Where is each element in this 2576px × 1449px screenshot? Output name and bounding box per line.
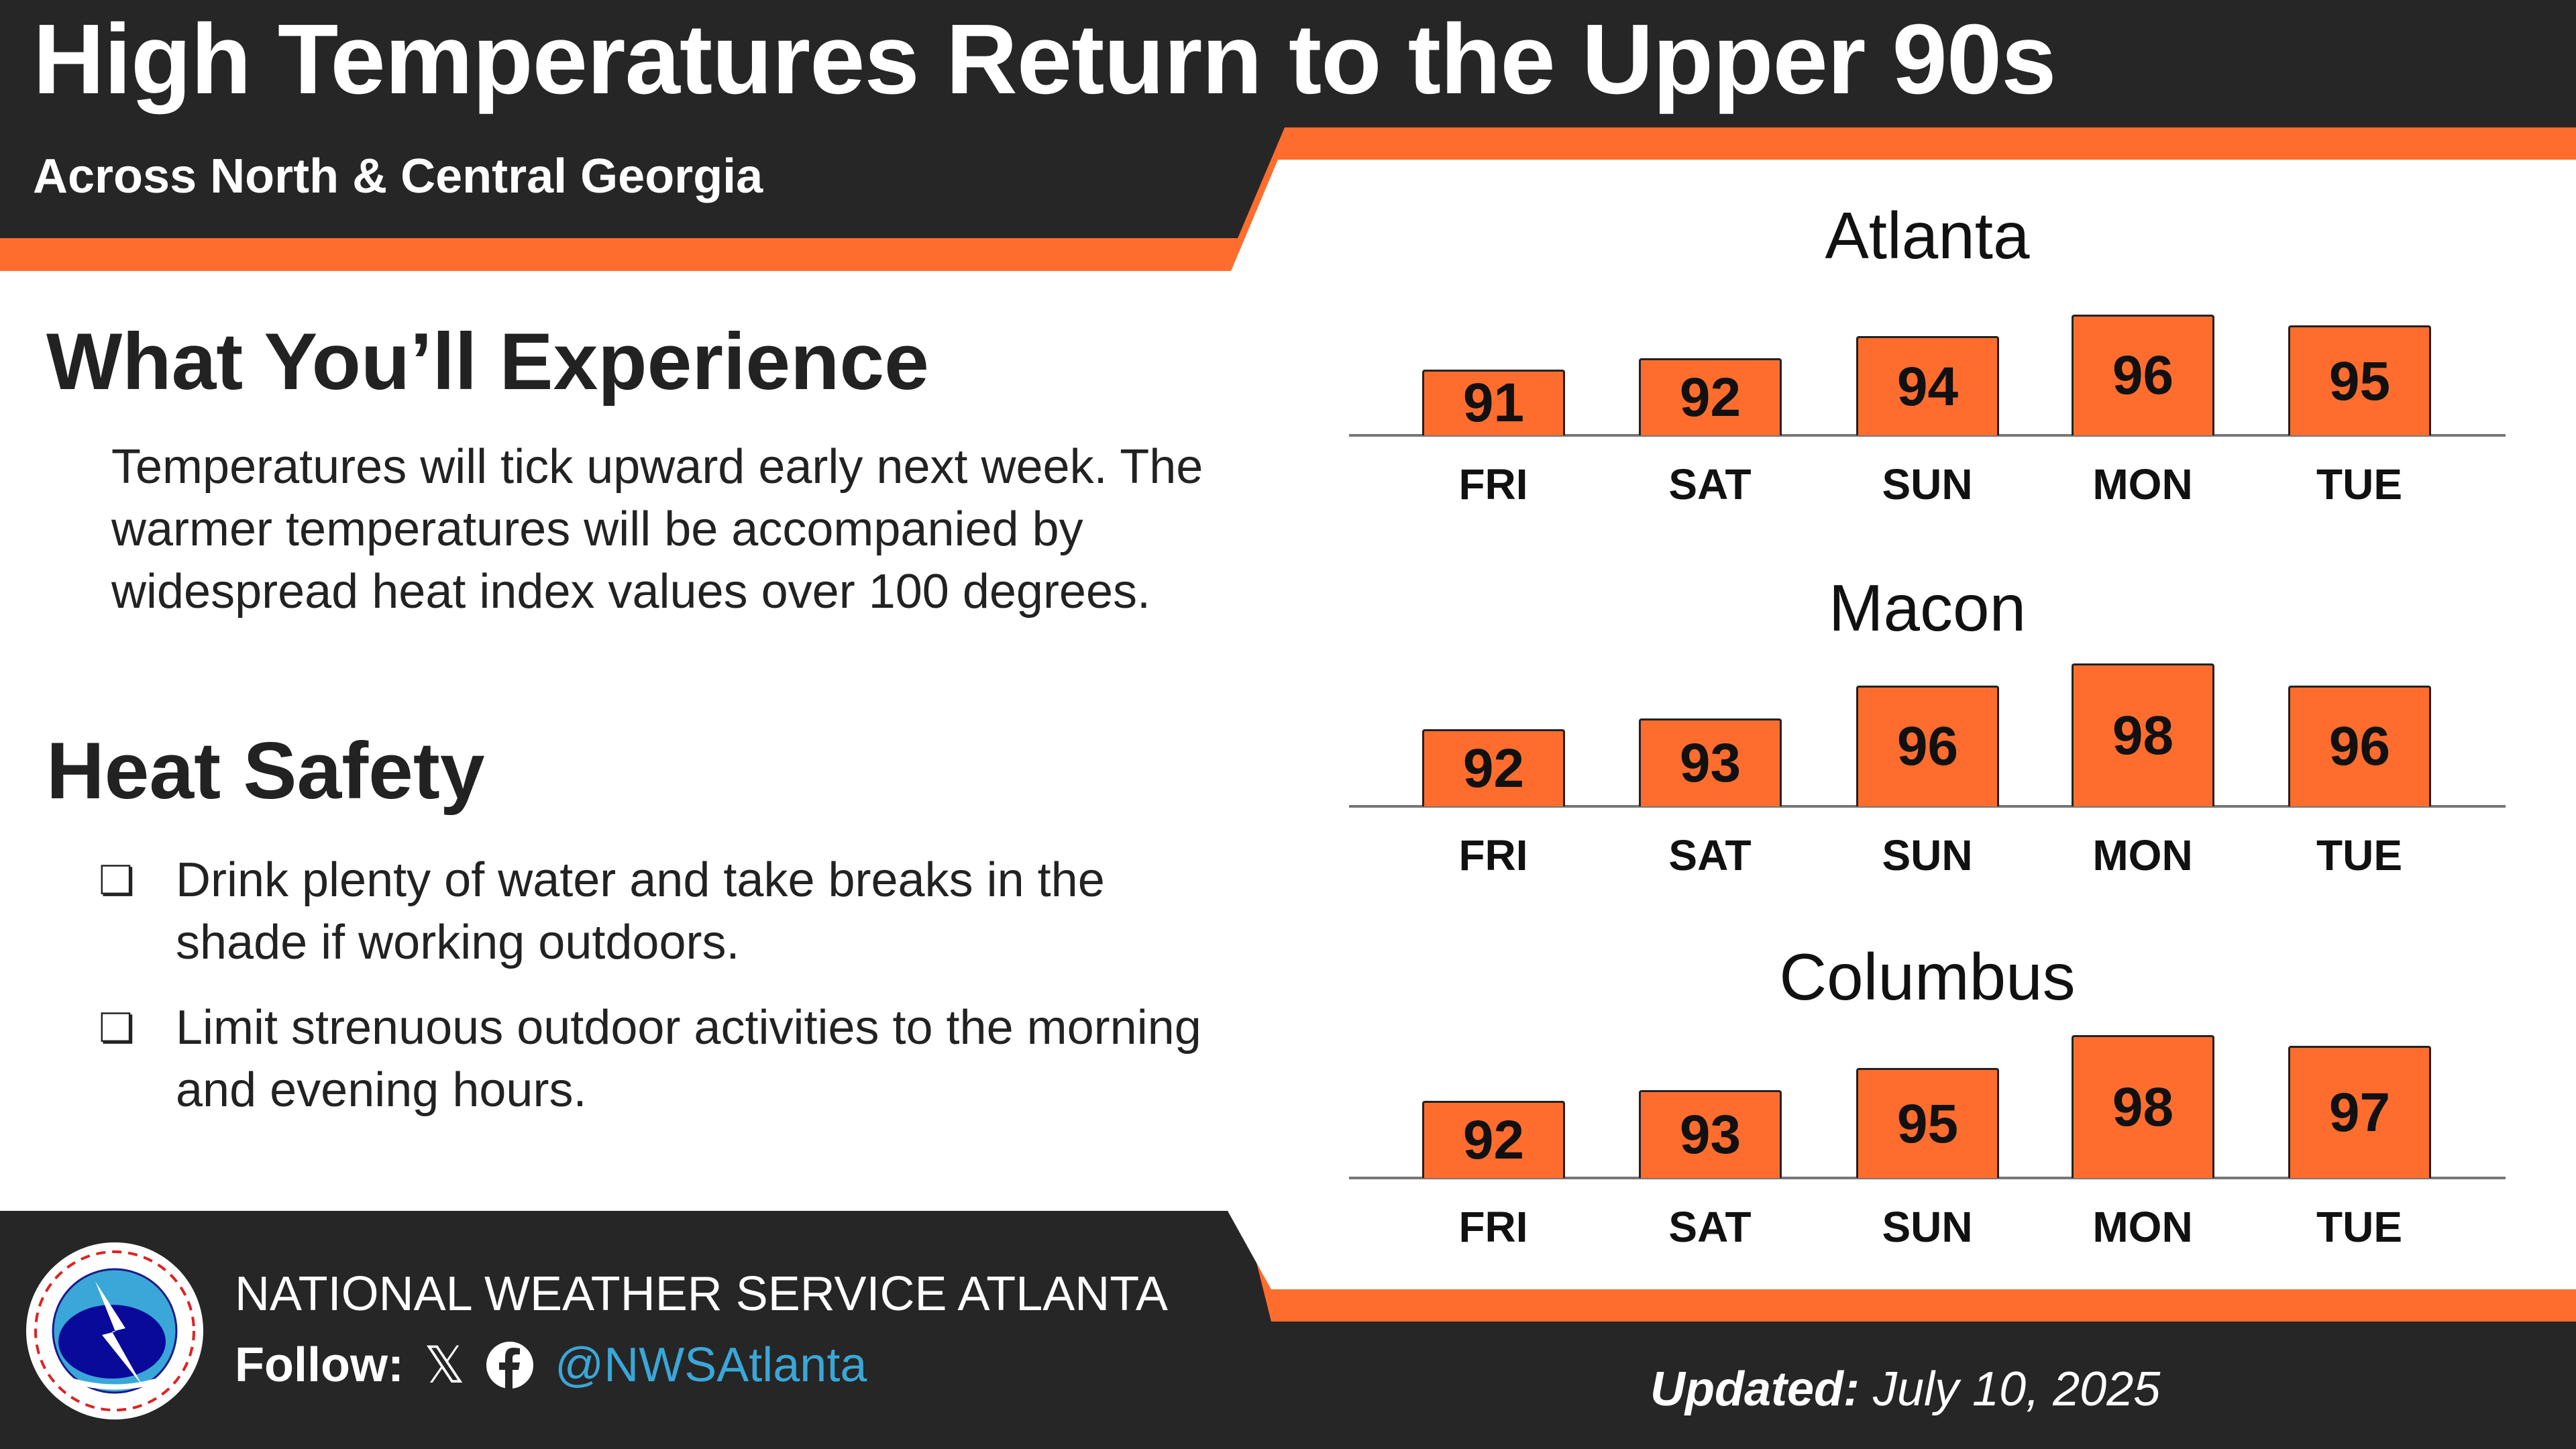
bar-value-label: 92 xyxy=(1462,1110,1525,1171)
temperature-bar: 95 xyxy=(1856,1068,1999,1178)
day-label: TUE xyxy=(2316,1203,2402,1251)
follow-label: Follow: xyxy=(235,1338,404,1392)
nws-logo xyxy=(26,1242,203,1419)
safety-item: ❏ Limit strenuous outdoor activities to … xyxy=(99,997,1226,1122)
checkbox-icon: ❏ xyxy=(99,1006,135,1051)
social-handle-link[interactable]: @NWSAtlanta xyxy=(555,1338,867,1392)
day-label: MON xyxy=(2092,831,2193,879)
checkbox-icon: ❏ xyxy=(99,858,135,903)
bar-value-label: 98 xyxy=(2112,1076,2174,1138)
temperature-bar: 96 xyxy=(2288,685,2431,806)
x-icon[interactable]: 𝕏 xyxy=(423,1337,466,1394)
updated-date: July 10, 2025 xyxy=(1873,1362,2161,1416)
temperature-bar: 91 xyxy=(1422,369,1565,435)
org-name: NATIONAL WEATHER SERVICE ATLANTA xyxy=(235,1267,1168,1321)
bar-value-label: 97 xyxy=(2328,1082,2391,1144)
temperature-bar: 92 xyxy=(1422,1101,1565,1178)
day-label: FRI xyxy=(1458,460,1528,508)
bar-value-label: 94 xyxy=(1896,356,1959,417)
experience-heading: What You’ll Experience xyxy=(46,317,929,407)
temperature-bar: 97 xyxy=(2288,1046,2431,1178)
temperature-bar: 98 xyxy=(2072,663,2214,806)
safety-item-text: Limit strenuous outdoor activities to th… xyxy=(176,1001,1201,1117)
temperature-bar: 92 xyxy=(1639,358,1782,435)
day-label: SAT xyxy=(1668,831,1752,879)
chart-title: Atlanta xyxy=(1825,199,2030,272)
day-label: SUN xyxy=(1882,460,1973,508)
social-follow: Follow: 𝕏 @NWSAtlanta xyxy=(235,1335,867,1395)
day-label: FRI xyxy=(1458,1203,1528,1251)
day-label: TUE xyxy=(2316,831,2402,879)
bar-value-label: 93 xyxy=(1679,1104,1741,1165)
temperature-bar: 93 xyxy=(1639,718,1782,806)
temperature-bar: 96 xyxy=(2072,314,2214,435)
day-label: FRI xyxy=(1458,831,1528,879)
day-label: SUN xyxy=(1882,1203,1973,1251)
page-subtitle: Across North & Central Georgia xyxy=(33,150,763,203)
experience-text: Temperatures will tick upward early next… xyxy=(111,440,1203,619)
temperature-bar: 95 xyxy=(2288,325,2431,435)
day-label: MON xyxy=(2092,1203,2193,1251)
day-label: SAT xyxy=(1668,460,1752,508)
safety-heading: Heat Safety xyxy=(46,726,485,816)
temperature-bar: 94 xyxy=(1856,336,1999,435)
chart-axis-line xyxy=(1349,434,2506,437)
day-label: SAT xyxy=(1668,1203,1752,1251)
bar-value-label: 93 xyxy=(1679,732,1741,794)
bar-value-label: 96 xyxy=(1896,716,1959,777)
updated-label: Updated: xyxy=(1650,1362,1860,1416)
bar-value-label: 92 xyxy=(1462,738,1525,800)
temperature-bar: 93 xyxy=(1639,1089,1782,1178)
chart-title: Macon xyxy=(1828,571,2027,645)
facebook-icon[interactable] xyxy=(485,1340,535,1390)
bar-value-label: 95 xyxy=(1896,1093,1959,1155)
bar-value-label: 96 xyxy=(2112,345,2174,407)
safety-item: ❏ Drink plenty of water and take breaks … xyxy=(99,849,1226,974)
page-title: High Temperatures Return to the Upper 90… xyxy=(33,4,2056,115)
chart-axis-line xyxy=(1349,805,2506,808)
day-label: TUE xyxy=(2316,460,2402,508)
bar-value-label: 98 xyxy=(2112,704,2174,766)
bar-value-label: 91 xyxy=(1462,372,1525,434)
day-label: SUN xyxy=(1882,831,1973,879)
temperature-bar: 96 xyxy=(1856,685,1999,806)
day-label: MON xyxy=(2092,460,2193,508)
bar-value-label: 92 xyxy=(1679,367,1741,429)
safety-item-text: Drink plenty of water and take breaks in… xyxy=(176,853,1105,969)
temperature-bar: 92 xyxy=(1422,729,1565,806)
chart-axis-line xyxy=(1349,1177,2506,1179)
temperature-bar: 98 xyxy=(2072,1034,2214,1178)
bar-value-label: 95 xyxy=(2328,350,2391,412)
bar-value-label: 96 xyxy=(2328,716,2391,777)
updated-stamp: Updated: July 10, 2025 xyxy=(1650,1362,2160,1417)
chart-title: Columbus xyxy=(1779,940,2076,1014)
